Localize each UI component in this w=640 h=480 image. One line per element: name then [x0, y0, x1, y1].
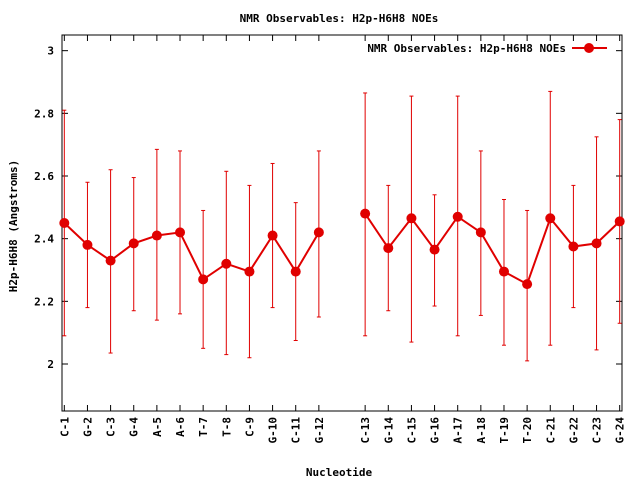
data-point	[522, 279, 533, 290]
x-axis-label: Nucleotide	[306, 466, 373, 479]
x-tick-label: C-3	[105, 417, 118, 437]
y-tick-label: 2.4	[34, 233, 54, 246]
data-point	[151, 230, 162, 241]
legend-label: NMR Observables: H2p-H6H8 NOEs	[367, 42, 566, 55]
y-tick-label: 2.6	[34, 170, 54, 183]
x-tick-label: A-5	[151, 417, 164, 437]
series-line	[364, 213, 621, 286]
x-tick-label: G-12	[313, 417, 326, 444]
x-tick-label: G-10	[267, 417, 280, 444]
x-tick-label: G-2	[81, 417, 94, 437]
data-point	[383, 243, 394, 254]
data-point	[267, 230, 278, 241]
data-point	[614, 216, 625, 227]
x-axis: C-1 G-2 C-3 G-4 A-5 A-6 T-7 T-8 C-9 G-10 C-11 G-12 C…	[58, 35, 627, 444]
series-line	[63, 222, 320, 281]
data-point	[475, 227, 486, 238]
data-point	[360, 208, 371, 219]
x-tick-label: C-13	[359, 417, 372, 444]
data-point	[313, 227, 324, 238]
x-tick-label: T-8	[220, 417, 233, 437]
data-point	[406, 213, 417, 224]
data-point	[221, 258, 232, 269]
data-point	[290, 266, 301, 277]
x-tick-label: T-20	[521, 417, 534, 444]
x-tick-label: G-4	[128, 417, 141, 437]
x-tick-label: C-15	[405, 417, 418, 444]
data-point	[198, 274, 209, 285]
series-layer	[59, 90, 625, 362]
chart-title: NMR Observables: H2p-H6H8 NOEs	[240, 12, 439, 25]
data-point	[568, 241, 579, 252]
x-tick-label: G-16	[429, 417, 442, 444]
data-point	[128, 238, 139, 249]
legend-marker	[584, 43, 594, 53]
data-point	[175, 227, 186, 238]
data-point	[429, 244, 440, 255]
x-tick-label: C-21	[544, 417, 557, 444]
x-tick-label: A-17	[452, 417, 465, 444]
y-tick-label: 2.8	[34, 107, 54, 120]
x-tick-label: A-6	[174, 417, 187, 437]
x-tick-label: A-18	[475, 417, 488, 444]
data-point	[498, 266, 509, 277]
x-tick-label: G-14	[382, 417, 395, 444]
x-tick-label: G-22	[567, 417, 580, 444]
y-axis-label: H2p-H6H8 (Angstroms)	[7, 160, 20, 292]
y-axis: 2 2.2 2.4 2.6 2.8 3	[34, 45, 622, 371]
x-tick-label: T-19	[498, 417, 511, 444]
x-tick-label: T-7	[197, 417, 210, 437]
legend: NMR Observables: H2p-H6H8 NOEs	[367, 42, 607, 55]
data-point	[82, 239, 93, 250]
x-tick-label: C-11	[290, 417, 303, 444]
data-point	[59, 218, 70, 228]
data-point	[591, 238, 602, 249]
data-point	[545, 213, 556, 224]
y-tick-label: 3	[47, 45, 54, 58]
x-tick-label: C-9	[243, 417, 256, 437]
x-tick-label: G-24	[614, 417, 627, 444]
data-point	[452, 211, 463, 222]
data-point	[105, 255, 116, 266]
y-tick-label: 2	[47, 358, 54, 371]
x-tick-label: C-23	[591, 417, 604, 444]
plot-frame	[61, 34, 623, 412]
x-tick-label: C-1	[58, 417, 71, 437]
data-point	[244, 266, 255, 277]
y-tick-label: 2.2	[34, 295, 54, 308]
